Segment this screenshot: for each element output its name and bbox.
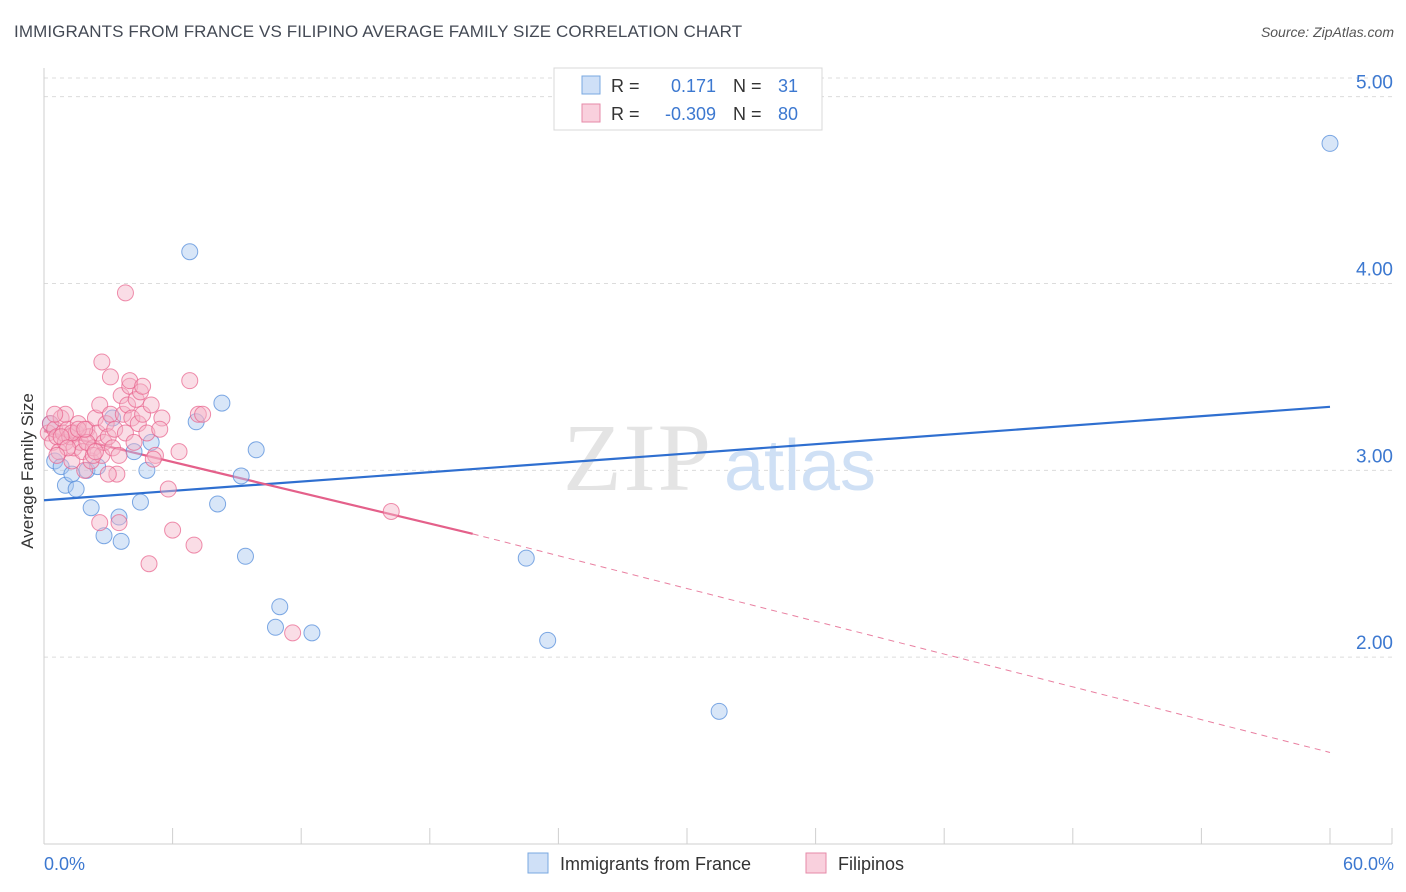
watermark-atlas: atlas bbox=[724, 426, 876, 506]
legend-r-value-france: 0.171 bbox=[671, 76, 716, 96]
point-filipinos bbox=[159, 480, 177, 498]
legend-bottom-swatch-france bbox=[527, 852, 549, 874]
point-filipinos bbox=[97, 415, 115, 433]
y-tick-label: 5.00 bbox=[1356, 73, 1393, 94]
point-immigrants-france bbox=[95, 527, 113, 545]
point-filipinos bbox=[170, 443, 188, 461]
point-immigrants-france bbox=[232, 467, 250, 485]
legend-r-label-filipinos: R = bbox=[611, 104, 640, 124]
legend-r-label-france: R = bbox=[611, 76, 640, 96]
point-filipinos bbox=[138, 424, 156, 442]
point-filipinos bbox=[185, 536, 203, 554]
point-filipinos bbox=[69, 415, 87, 433]
point-immigrants-france bbox=[110, 508, 128, 526]
point-filipinos bbox=[65, 439, 83, 457]
point-immigrants-france bbox=[271, 598, 289, 616]
point-filipinos bbox=[134, 377, 152, 395]
point-immigrants-france bbox=[131, 493, 149, 511]
legend-n-label-france: N = bbox=[733, 76, 762, 96]
point-immigrants-france bbox=[303, 624, 321, 642]
legend-r-value-filipinos: -0.309 bbox=[665, 104, 716, 124]
point-filipinos bbox=[86, 443, 104, 461]
point-filipinos bbox=[116, 424, 134, 442]
point-filipinos bbox=[93, 353, 111, 371]
legend-bottom-label-filipinos: Filipinos bbox=[838, 854, 904, 874]
point-filipinos bbox=[99, 465, 117, 483]
y-tick-label: 3.00 bbox=[1356, 446, 1393, 467]
legend-n-value-filipinos: 80 bbox=[778, 104, 798, 124]
point-filipinos bbox=[121, 372, 139, 390]
point-filipinos bbox=[91, 514, 109, 532]
point-immigrants-france bbox=[82, 499, 100, 517]
point-filipinos bbox=[101, 368, 119, 386]
point-filipinos bbox=[181, 372, 199, 390]
legend-bottom-swatch-filipinos bbox=[805, 852, 827, 874]
legend-bottom-label-france: Immigrants from France bbox=[560, 854, 751, 874]
point-filipinos bbox=[89, 424, 107, 442]
x-tick-label-min: 0.0% bbox=[44, 854, 85, 874]
point-filipinos bbox=[151, 420, 169, 438]
point-immigrants-france bbox=[247, 441, 265, 459]
point-immigrants-france bbox=[209, 495, 227, 513]
point-immigrants-france bbox=[142, 433, 160, 451]
point-immigrants-france bbox=[181, 243, 199, 261]
legend-bottom: Immigrants from France Filipinos bbox=[527, 852, 904, 874]
y-tick-label: 2.00 bbox=[1356, 633, 1393, 654]
grid-lines bbox=[44, 77, 1392, 658]
source-label: Source: ZipAtlas.com bbox=[1260, 24, 1394, 40]
point-filipinos bbox=[123, 409, 141, 427]
point-immigrants-france bbox=[710, 702, 728, 720]
point-filipinos bbox=[69, 420, 87, 438]
point-filipinos bbox=[284, 624, 302, 642]
chart-title: IMMIGRANTS FROM FRANCE VS FILIPINO AVERA… bbox=[14, 22, 743, 41]
point-filipinos bbox=[382, 502, 400, 520]
point-filipinos bbox=[189, 405, 207, 423]
point-immigrants-france bbox=[539, 631, 557, 649]
point-immigrants-france bbox=[67, 480, 85, 498]
legend-swatch-france bbox=[581, 75, 601, 95]
point-immigrants-france bbox=[266, 618, 284, 636]
point-filipinos bbox=[144, 450, 162, 468]
axes bbox=[43, 68, 1393, 845]
point-immigrants-france bbox=[236, 547, 254, 565]
y-axis-label: Average Family Size bbox=[18, 393, 37, 549]
point-filipinos bbox=[46, 405, 64, 423]
point-filipinos bbox=[153, 409, 171, 427]
data-points bbox=[39, 134, 1339, 720]
point-filipinos bbox=[134, 405, 152, 423]
point-filipinos bbox=[63, 452, 81, 470]
point-filipinos bbox=[194, 405, 212, 423]
x-tick-label-max: 60.0% bbox=[1343, 854, 1394, 874]
point-filipinos bbox=[110, 514, 128, 532]
point-filipinos bbox=[140, 555, 158, 573]
y-tick-label: 4.00 bbox=[1356, 260, 1393, 281]
point-immigrants-france bbox=[112, 532, 130, 550]
point-filipinos bbox=[119, 396, 137, 414]
legend-n-label-filipinos: N = bbox=[733, 104, 762, 124]
point-filipinos bbox=[110, 446, 128, 464]
point-filipinos bbox=[76, 420, 94, 438]
point-filipinos bbox=[108, 465, 126, 483]
legend-swatch-filipinos bbox=[581, 103, 601, 123]
point-filipinos bbox=[116, 284, 134, 302]
point-filipinos bbox=[48, 446, 66, 464]
point-immigrants-france bbox=[517, 549, 535, 567]
point-immigrants-france bbox=[213, 394, 231, 412]
point-filipinos bbox=[125, 433, 143, 451]
trend-line-immigrants-france bbox=[43, 405, 1331, 502]
trend-line-filipinos-extension bbox=[472, 533, 1331, 753]
point-filipinos bbox=[142, 396, 160, 414]
point-filipinos bbox=[114, 405, 132, 423]
legend-n-value-france: 31 bbox=[778, 76, 798, 96]
point-filipinos bbox=[129, 415, 147, 433]
point-filipinos bbox=[164, 521, 182, 539]
legend-top: R = 0.171 N = 31 R = -0.309 N = 80 bbox=[553, 67, 823, 131]
axis-labels: 2.00 3.00 4.00 5.00 0.0% 60.0% Average Family … bbox=[18, 73, 1394, 874]
point-filipinos bbox=[76, 461, 94, 479]
point-immigrants-france bbox=[1321, 134, 1339, 152]
point-filipinos bbox=[91, 396, 109, 414]
point-filipinos bbox=[106, 420, 124, 438]
